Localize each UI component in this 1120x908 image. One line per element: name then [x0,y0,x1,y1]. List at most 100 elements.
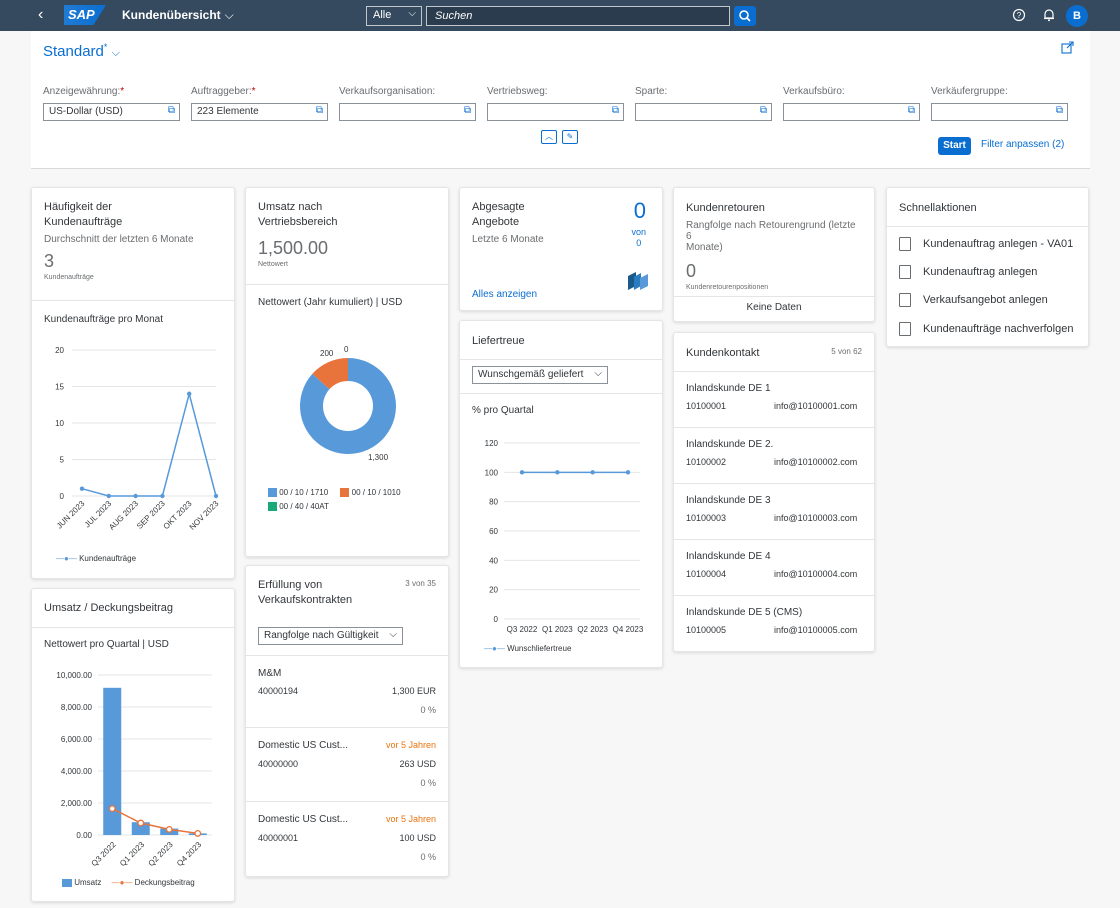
office-field[interactable]: ⧉ [783,103,920,121]
list-item[interactable]: Inlandskunde DE 1 10100001 info@10100001… [674,371,874,427]
value-help-icon[interactable]: ⧉ [463,105,471,116]
sales-donut-chart[interactable]: 200 0 1,300 [246,338,449,498]
search-scope-select[interactable]: Alle ⌵ [366,6,422,26]
app-title[interactable]: Kundenübersicht ⌵ [122,8,234,23]
filter-label-office: Verkaufsbüro: [783,86,845,97]
contract-pct: 0 % [420,852,436,862]
y-tick-label: 20 [55,346,64,355]
y-tick-label: 10 [55,419,64,428]
filter-label-group: Verkäufergruppe: [931,86,1008,97]
search-input[interactable]: Suchen [426,6,730,26]
card-title[interactable]: Erfüllung von [258,579,323,591]
quick-action-track-orders[interactable]: Kundenaufträge nachverfolgen [899,322,1073,336]
adapt-filters-button[interactable]: Filter anpassen (2) [981,139,1065,150]
kpi-select[interactable]: Wunschgemäß geliefert ⌵ [472,366,608,384]
card-title[interactable]: Angebote [472,216,520,228]
list-item[interactable]: Inlandskunde DE 3 10100003 info@10100003… [674,483,874,539]
bell-icon[interactable] [1042,8,1056,25]
delivery-line-chart[interactable]: 0 20 40 60 80 100 120 Q3 2022 Q1 2023 Q2 2023 Q4 2… [460,433,663,643]
contact-email[interactable]: info@10100001.com [774,401,858,411]
sort-select[interactable]: Rangfolge nach Gültigkeit ⌵ [258,627,403,645]
variant-management[interactable]: Standard* ⌵ [43,42,120,60]
card-title[interactable]: Abgesagte [472,201,525,213]
value-help-icon[interactable]: ⧉ [907,105,915,116]
legend-label: Kundenaufträge [79,554,137,563]
share-icon[interactable] [1061,41,1074,57]
search-button[interactable] [734,6,756,26]
list-item[interactable]: Inlandskunde DE 5 (CMS) 10100005 info@10… [674,595,874,651]
pin-header-icon[interactable]: ✎ [562,130,578,144]
card-subtitle: Rangfolge nach Retourengrund (letzte 6 Mo… [686,220,862,253]
list-item[interactable]: M&M 40000194 1,300 EUR 0 % [246,655,448,727]
value-help-icon[interactable]: ⧉ [1055,105,1063,116]
sort-select-value: Rangfolge nach Gültigkeit [264,630,379,641]
y-tick-label: 5 [60,456,65,465]
quick-action-create-order-va01[interactable]: Kundenauftrag anlegen - VA01 [899,237,1073,251]
x-tick-label: NOV 2023 [188,499,221,532]
x-tick-label: Q4 2023 [175,840,203,868]
kpi-select-value: Wunschgemäß geliefert [478,369,584,380]
card-title[interactable]: Umsatz nach [258,201,323,213]
chevron-down-icon: ⌵ [594,368,602,379]
contact-email[interactable]: info@10100003.com [774,513,858,523]
search-scope-value: Alle [373,9,392,21]
back-icon[interactable]: ‹ [38,6,44,23]
x-tick-label: Q1 2023 [542,625,573,634]
salesorg-field[interactable]: ⧉ [339,103,476,121]
card-subtitle-line: Rangfolge nach Retourengrund (letzte 6 [686,220,856,242]
contact-email[interactable]: info@10100004.com [774,569,858,579]
search-icon [739,10,751,22]
chart-title: % pro Quartal [472,405,534,416]
division-field[interactable]: ⧉ [635,103,772,121]
card-title[interactable]: Vertriebsbereich [258,216,338,228]
list-item[interactable]: Domestic US Cust... vor 5 Jahren 4000000… [246,801,448,876]
group-field[interactable]: ⧉ [931,103,1068,121]
card-title[interactable]: Kundenaufträge [44,216,123,228]
list-item[interactable]: Domestic US Cust... vor 5 Jahren 4000000… [246,727,448,801]
quick-action-create-quotation[interactable]: Verkaufsangebot anlegen [899,293,1048,307]
list-item[interactable]: Inlandskunde DE 4 10100004 info@10100004… [674,539,874,595]
y-tick-label: 15 [55,383,64,392]
data-label: 1,300 [368,453,389,462]
value-help-icon[interactable]: ⧉ [167,105,175,116]
list-item[interactable]: Inlandskunde DE 2. 10100002 info@1010000… [674,427,874,483]
quick-action-label: Kundenauftrag anlegen - VA01 [923,237,1074,250]
contact-email[interactable]: info@10100005.com [774,625,858,635]
card-title[interactable]: Liefertreue [472,335,525,347]
chart-legend: —●— Wunschliefertreue [484,644,571,653]
value-help-icon[interactable]: ⧉ [315,105,323,116]
contract-pct: 0 % [420,778,436,788]
chart-title: Nettowert pro Quartal | USD [44,639,169,650]
value-help-icon[interactable]: ⧉ [759,105,767,116]
contract-id: 40000001 [258,833,299,843]
card-title[interactable]: Häufigkeit der [44,201,112,213]
legend-marker [340,488,350,498]
data-point [213,493,219,499]
sap-logo[interactable]: SAP [64,5,106,25]
card-title[interactable]: Kundenkontakt [686,347,760,359]
value-help-icon[interactable]: ⧉ [611,105,619,116]
card-title[interactable]: Schnellaktionen [899,202,977,214]
y-tick-label: 0 [60,492,65,501]
series-line [81,390,217,497]
card-title[interactable]: Verkaufskontrakten [258,594,353,606]
divider [674,296,874,297]
show-all-link[interactable]: Alles anzeigen [472,289,538,300]
collapse-header-icon[interactable]: ︿ [541,130,557,144]
contact-email[interactable]: info@10100002.com [774,457,858,467]
help-icon[interactable]: ? [1012,8,1026,25]
kpi-of-label: von [631,227,646,237]
start-button[interactable]: Start [938,137,971,155]
currency-field[interactable]: US-Dollar (USD) ⧉ [43,103,180,121]
avatar[interactable]: B [1066,5,1088,27]
soldto-field[interactable]: 223 Elemente ⧉ [191,103,328,121]
card-title[interactable]: Kundenretouren [686,202,765,214]
quick-action-create-order[interactable]: Kundenauftrag anlegen [899,265,1037,279]
card-title[interactable]: Umsatz / Deckungsbeitrag [44,602,173,614]
shell-bar: ‹ SAP Kundenübersicht ⌵ Alle ⌵ Suchen ? B [0,0,1120,31]
channel-field[interactable]: ⧉ [487,103,624,121]
revenue-bar-chart[interactable]: 0.00 2,000.00 4,000.00 6,000.00 8,000.00 10,0… [32,659,235,889]
card-subtitle: Letzte 6 Monate [472,234,544,245]
item-count: 3 von 35 [405,579,436,588]
